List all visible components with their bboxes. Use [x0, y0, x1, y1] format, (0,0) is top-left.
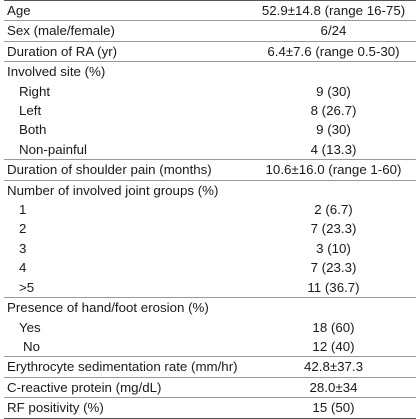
table-row-joint-groups-header: Number of involved joint groups (%) [4, 179, 416, 201]
row-value: 7 (23.3) [310, 260, 357, 276]
row-label: Yes [19, 319, 41, 335]
table-row-esr: Erythrocyte sedimentation rate (mm/hr) 4… [4, 356, 416, 378]
row-label: Number of involved joint groups (%) [4, 179, 251, 201]
row-label: RF positivity (%) [4, 397, 251, 419]
row-value: 12 (40) [312, 338, 355, 354]
table-row-rf-positivity: RF positivity (%) 15 (50) [4, 397, 416, 419]
row-value [251, 61, 416, 82]
row-value: 28.0±34 [251, 376, 416, 398]
row-value: 10.6±16.0 (range 1-60) [251, 159, 416, 181]
row-label: 2 [19, 221, 27, 237]
row-label: Non-painful [19, 141, 88, 157]
table-row-site-non-painful: Non-painful 4 (13.3) [4, 140, 416, 160]
row-value: 9 (30) [316, 122, 351, 138]
row-label: Erythrocyte sedimentation rate (mm/hr) [4, 356, 251, 378]
row-value [251, 179, 416, 201]
table-row-site-right: Right 9 (30) [4, 82, 416, 101]
row-value: 3 (10) [316, 240, 351, 256]
row-label: Presence of hand/foot erosion (%) [4, 297, 251, 318]
row-label: Right [19, 83, 51, 99]
table-row-erosion-yes: Yes 18 (60) [4, 318, 416, 337]
table-row-joint-groups-3: 3 3 (10) [4, 239, 416, 258]
row-label: >5 [19, 279, 35, 295]
table-row-age: Age 52.9±14.8 (range 16-75) [4, 0, 416, 21]
patient-characteristics-table: Age 52.9±14.8 (range 16-75) Sex (male/fe… [4, 0, 416, 419]
table-row-duration-ra: Duration of RA (yr) 6.4±7.6 (range 0.5-3… [4, 40, 416, 62]
row-label: Sex (male/female) [4, 20, 251, 42]
row-value: 8 (26.7) [310, 103, 357, 119]
table-row-erosion-header: Presence of hand/foot erosion (%) [4, 297, 416, 318]
row-label: Duration of RA (yr) [4, 40, 251, 62]
table-row-joint-groups-gt5: >5 11 (36.7) [4, 278, 416, 298]
row-value: 7 (23.3) [310, 221, 357, 237]
row-label: 1 [19, 202, 27, 218]
row-value: 9 (30) [316, 83, 351, 99]
row-label: 3 [19, 240, 27, 256]
row-value: 2 (6.7) [314, 202, 353, 218]
row-label: Left [19, 103, 42, 119]
row-value: 42.8±37.3 [251, 356, 416, 378]
row-value: 11 (36.7) [307, 279, 360, 295]
row-label: 4 [19, 260, 27, 276]
row-value: 4 (13.3) [310, 141, 357, 157]
row-value [251, 297, 416, 318]
row-value: 6/24 [251, 20, 416, 42]
table-row-site-left: Left 8 (26.7) [4, 101, 416, 120]
table-row-joint-groups-1: 1 2 (6.7) [4, 200, 416, 219]
row-label: Duration of shoulder pain (months) [4, 159, 251, 181]
table-row-duration-shoulder-pain: Duration of shoulder pain (months) 10.6±… [4, 159, 416, 181]
table-row-joint-groups-4: 4 7 (23.3) [4, 258, 416, 277]
row-label: No [23, 338, 40, 354]
row-label: C-reactive protein (mg/dL) [4, 376, 251, 398]
table-row-crp: C-reactive protein (mg/dL) 28.0±34 [4, 376, 416, 398]
row-label: Involved site (%) [4, 61, 251, 82]
table-row-site-both: Both 9 (30) [4, 120, 416, 139]
row-label: Both [19, 122, 47, 138]
row-value: 15 (50) [251, 397, 416, 419]
row-label: Age [4, 0, 251, 21]
row-value: 52.9±14.8 (range 16-75) [251, 0, 416, 21]
table-row-erosion-no: No 12 (40) [4, 337, 416, 357]
table-row-joint-groups-2: 2 7 (23.3) [4, 219, 416, 238]
table-row-involved-site-header: Involved site (%) [4, 61, 416, 82]
table-row-sex: Sex (male/female) 6/24 [4, 20, 416, 42]
row-value: 6.4±7.6 (range 0.5-30) [251, 40, 416, 62]
row-value: 18 (60) [312, 319, 355, 335]
